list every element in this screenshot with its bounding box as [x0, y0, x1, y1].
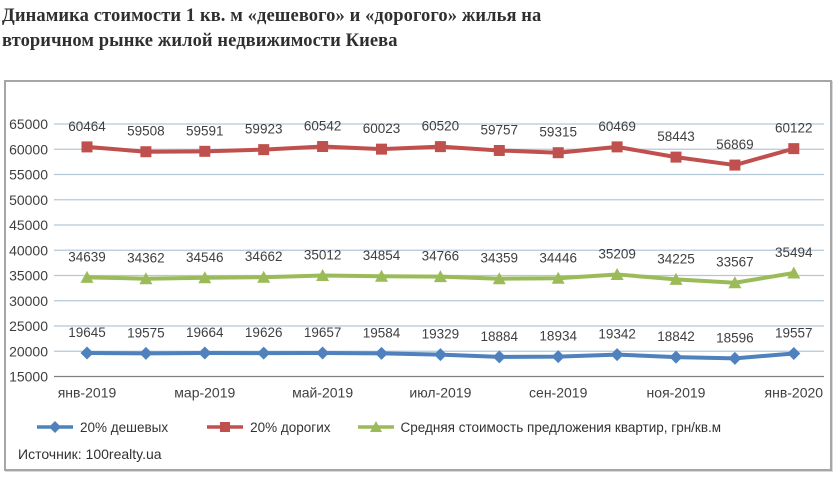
- svg-text:май-2019: май-2019: [292, 385, 353, 401]
- svg-text:ноя-2019: ноя-2019: [647, 385, 706, 401]
- plot-svg: 15000 20000 25000 30000 35000 40000 45000 50000…: [9, 116, 824, 401]
- svg-text:25000: 25000: [9, 318, 48, 334]
- svg-text:60464: 60464: [68, 119, 106, 134]
- svg-text:19342: 19342: [598, 327, 636, 342]
- legend-label-expensive: 20% дорогих: [250, 419, 331, 435]
- svg-text:55000: 55000: [9, 167, 48, 183]
- price-dynamics-chart-panel: 15000 20000 25000 30000 35000 40000 45000 50000…: [4, 80, 832, 471]
- svg-text:60122: 60122: [775, 121, 813, 136]
- svg-text:35000: 35000: [9, 268, 48, 284]
- svg-text:35209: 35209: [598, 246, 636, 261]
- svg-text:19557: 19557: [775, 325, 813, 340]
- legend-label-average: Средняя стоимость предложения квартир, г…: [400, 419, 722, 435]
- svg-text:19626: 19626: [245, 325, 283, 340]
- svg-text:56869: 56869: [716, 137, 754, 152]
- svg-text:34662: 34662: [245, 249, 283, 264]
- svg-text:19645: 19645: [68, 325, 106, 340]
- legend-item-expensive: 20% дорогих: [206, 419, 331, 435]
- svg-text:34639: 34639: [68, 249, 106, 264]
- svg-text:янв-2020: янв-2020: [765, 385, 824, 401]
- svg-text:18884: 18884: [481, 329, 519, 344]
- legend-item-average: Средняя стоимость предложения квартир, г…: [357, 419, 722, 435]
- svg-text:15000: 15000: [9, 369, 48, 385]
- svg-text:59923: 59923: [245, 122, 283, 137]
- svg-text:60520: 60520: [422, 119, 460, 134]
- chart-legend: 20% дешевых 20% дорогих Средняя стоимост…: [6, 412, 830, 442]
- svg-text:34854: 34854: [363, 248, 401, 263]
- svg-text:59315: 59315: [539, 125, 577, 140]
- svg-text:20000: 20000: [9, 343, 48, 359]
- source-note: Источник: 100realty.ua: [18, 446, 162, 462]
- svg-text:34362: 34362: [127, 251, 165, 266]
- svg-text:34446: 34446: [539, 250, 577, 265]
- svg-text:34546: 34546: [186, 250, 224, 265]
- page-title-line2: вторичном рынке жилой недвижимости Киева: [2, 30, 398, 51]
- page-title-line1: Динамика стоимости 1 кв. м «дешевого» и …: [2, 6, 542, 26]
- svg-text:19584: 19584: [363, 325, 401, 340]
- svg-text:33567: 33567: [716, 255, 754, 270]
- svg-text:июл-2019: июл-2019: [409, 385, 471, 401]
- page-title: Динамика стоимости 1 кв. м «дешевого» и …: [2, 4, 840, 54]
- svg-text:34766: 34766: [422, 249, 460, 264]
- svg-text:34359: 34359: [481, 251, 519, 266]
- svg-text:мар-2019: мар-2019: [174, 385, 235, 401]
- svg-text:35012: 35012: [304, 247, 342, 262]
- expensive-series-line-icon: [207, 422, 244, 432]
- svg-text:19657: 19657: [304, 325, 342, 340]
- svg-text:19329: 19329: [422, 327, 460, 342]
- svg-text:65000: 65000: [9, 116, 48, 132]
- legend-label-cheap: 20% дешевых: [80, 419, 169, 435]
- svg-text:60542: 60542: [304, 119, 342, 134]
- svg-text:40000: 40000: [9, 242, 48, 258]
- svg-text:50000: 50000: [9, 192, 48, 208]
- svg-text:18596: 18596: [716, 330, 754, 345]
- average-series-line-icon: [357, 421, 394, 432]
- svg-text:58443: 58443: [657, 129, 695, 144]
- cheap-series-line-icon: [37, 421, 73, 433]
- svg-text:60469: 60469: [598, 119, 636, 134]
- svg-text:янв-2019: янв-2019: [58, 385, 117, 401]
- page: { "title": { "line1": "Динамика стоимост…: [0, 4, 840, 479]
- svg-text:59591: 59591: [186, 123, 224, 138]
- svg-text:59757: 59757: [481, 122, 519, 137]
- svg-text:18842: 18842: [657, 329, 695, 344]
- svg-text:сен-2019: сен-2019: [529, 385, 588, 401]
- svg-text:60023: 60023: [363, 121, 401, 136]
- svg-text:19664: 19664: [186, 325, 224, 340]
- svg-text:60000: 60000: [9, 141, 48, 157]
- legend-item-cheap: 20% дешевых: [36, 420, 168, 435]
- svg-text:45000: 45000: [9, 217, 48, 233]
- svg-text:35494: 35494: [775, 245, 813, 260]
- svg-text:34225: 34225: [657, 251, 695, 266]
- svg-text:18934: 18934: [539, 329, 577, 344]
- svg-text:30000: 30000: [9, 293, 48, 309]
- svg-text:19575: 19575: [127, 325, 165, 340]
- svg-text:59508: 59508: [127, 124, 165, 139]
